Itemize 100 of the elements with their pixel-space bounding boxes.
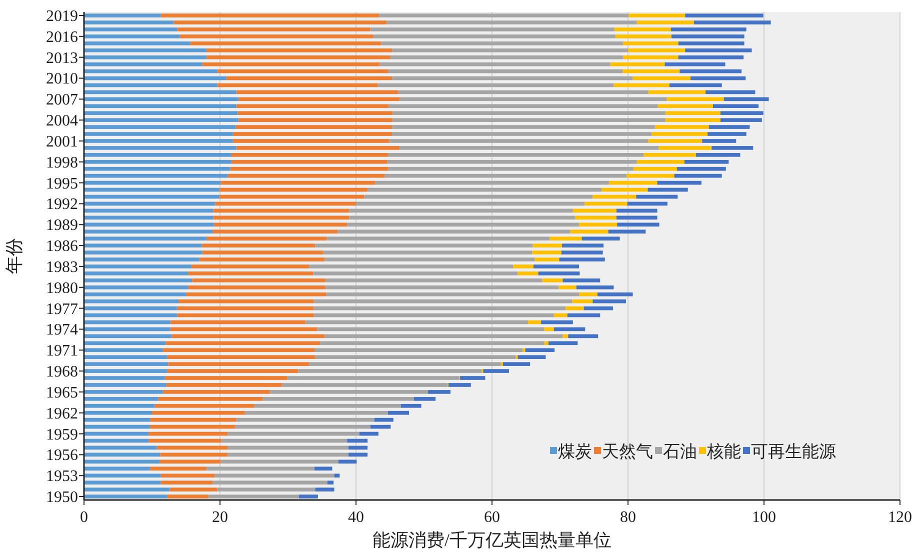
bar xyxy=(392,76,633,80)
bar xyxy=(518,272,538,276)
bar xyxy=(375,180,609,185)
bar xyxy=(576,285,614,290)
bar xyxy=(84,404,155,408)
bar xyxy=(326,236,550,240)
legend-label: 可再生能源 xyxy=(751,442,836,461)
y-tick-label: 1971 xyxy=(46,342,78,360)
bar xyxy=(84,125,236,129)
bar xyxy=(84,222,214,227)
bar xyxy=(324,258,535,262)
bar xyxy=(84,424,150,429)
bar xyxy=(636,20,694,24)
bar xyxy=(532,250,562,254)
bar xyxy=(160,480,213,484)
bar xyxy=(217,83,378,88)
bar xyxy=(230,166,388,171)
x-tick-label: 120 xyxy=(888,509,912,526)
bar xyxy=(579,222,618,227)
bar xyxy=(616,208,658,213)
bar xyxy=(386,20,637,24)
bar xyxy=(323,250,532,254)
bar xyxy=(220,180,376,185)
bar xyxy=(680,69,742,74)
bar xyxy=(159,460,221,464)
bar xyxy=(390,55,624,60)
bar xyxy=(298,369,482,373)
bar xyxy=(502,362,530,366)
bar xyxy=(579,292,598,296)
bar xyxy=(518,355,546,360)
bar xyxy=(150,418,236,422)
bar xyxy=(84,355,167,360)
y-tick-label: 1989 xyxy=(46,217,78,234)
bar xyxy=(648,188,688,192)
bar xyxy=(215,202,356,206)
bar xyxy=(84,48,206,52)
bar xyxy=(84,383,166,387)
bar xyxy=(483,369,509,373)
y-tick-label: 2007 xyxy=(46,92,78,109)
bar xyxy=(84,474,161,478)
bar xyxy=(84,320,170,324)
bar xyxy=(368,188,602,192)
bar xyxy=(84,174,228,178)
bar xyxy=(84,299,179,304)
bar xyxy=(380,62,610,66)
bar xyxy=(168,362,310,366)
bar xyxy=(532,244,562,248)
bar xyxy=(708,125,750,129)
y-tick-label: 1956 xyxy=(46,447,78,464)
bar xyxy=(84,146,236,150)
bar xyxy=(392,132,652,136)
bar xyxy=(84,76,226,80)
y-tick-label: 1950 xyxy=(46,489,78,506)
bar xyxy=(150,424,235,429)
bar xyxy=(554,327,586,332)
bar xyxy=(349,208,573,213)
bar xyxy=(262,396,414,401)
bar xyxy=(244,410,388,415)
bar xyxy=(648,90,706,94)
bar xyxy=(186,292,326,296)
bar xyxy=(177,28,370,32)
bar xyxy=(314,306,566,310)
bar xyxy=(236,125,392,129)
bar xyxy=(608,180,658,185)
bar xyxy=(592,299,626,304)
bar xyxy=(392,48,628,52)
bar xyxy=(309,362,501,366)
bar xyxy=(623,55,678,60)
bar xyxy=(236,418,374,422)
bar xyxy=(84,14,161,18)
bar xyxy=(658,146,712,150)
y-tick-label: 1983 xyxy=(46,258,78,276)
bar xyxy=(214,474,334,478)
bar xyxy=(202,244,316,248)
bar xyxy=(84,292,186,296)
y-tick-label: 2019 xyxy=(46,8,78,25)
bar xyxy=(317,327,544,332)
bar xyxy=(188,272,314,276)
bar xyxy=(84,208,214,213)
bar xyxy=(713,104,759,108)
bar xyxy=(568,334,598,338)
bar xyxy=(559,258,605,262)
bar xyxy=(632,76,691,80)
bar xyxy=(298,494,318,498)
bar xyxy=(548,341,578,346)
y-tick-label: 1953 xyxy=(46,468,78,486)
bar xyxy=(338,230,570,234)
bar xyxy=(158,396,263,401)
bar xyxy=(633,166,677,171)
bar xyxy=(644,152,696,157)
bar xyxy=(270,390,428,394)
bar xyxy=(84,480,161,484)
bar xyxy=(320,341,544,346)
bar xyxy=(325,278,542,282)
bar xyxy=(313,272,518,276)
bar xyxy=(678,55,744,60)
bar xyxy=(213,208,350,213)
bar xyxy=(622,69,680,74)
bar xyxy=(84,341,166,346)
bar xyxy=(202,62,380,66)
